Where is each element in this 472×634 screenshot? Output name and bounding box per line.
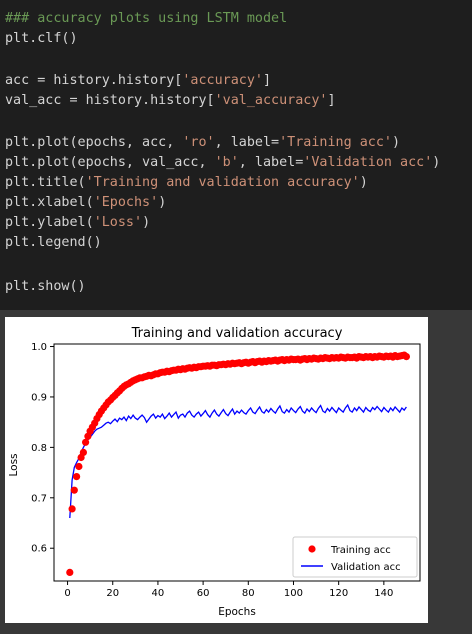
x-tick-label: 60 [197,588,210,599]
training-acc-point [402,353,410,361]
code-token: ) [359,175,368,190]
code-token: plt.plot(epochs, acc, [5,135,183,150]
code-string-token: 'Loss' [93,215,143,230]
plot-frame [53,343,421,582]
code-token: val_acc = history.history[ [5,93,215,108]
y-tick-label: 1.0 [31,342,47,353]
x-tick-label: 100 [284,588,303,599]
x-tick-label: 40 [152,588,165,599]
code-token: plt.legend() [5,235,102,250]
code-token: plt.show() [5,279,86,294]
code-line[interactable]: plt.title('Training and validation accur… [5,173,368,193]
chart-title: Training and validation accuracy [131,326,343,341]
code-token: plt.plot(epochs, val_acc, [5,155,215,170]
code-token: ) [158,195,167,210]
y-tick-label: 0.8 [31,443,47,454]
code-string-token: 'Epochs' [93,195,159,210]
training-acc-point [82,438,90,446]
y-axis-label: Loss [8,453,20,476]
x-tick-label: 20 [106,588,119,599]
code-token: plt.clf() [5,31,78,46]
code-string-token: 'Validation acc' [303,155,433,170]
legend-marker-training [308,545,316,553]
code-token: ) [432,155,441,170]
plot-area: 0 20 40 60 80 100 120 140 0.6 0.7 0.8 0.9 1.0 [31,342,421,599]
x-tick-label: 140 [374,588,393,599]
code-token: , label= [238,155,304,170]
code-cell[interactable]: ### accuracy plots using LSTM model plt.c… [0,0,472,310]
training-acc-point [73,473,81,481]
code-string-token: 'accuracy' [182,73,263,88]
plot-output: Training and validation accuracy 0 20 40 60… [5,317,428,623]
code-string-token: 'Training acc' [279,135,392,150]
chart-legend: Training acc Validation acc [292,536,418,578]
code-line[interactable]: plt.legend() [5,233,102,253]
legend-label-validation: Validation acc [331,562,401,573]
code-token: ] [327,93,336,108]
code-token: ) [392,135,401,150]
code-string-token: 'Training and validation accuracy' [85,175,360,190]
y-tick-label: 0.7 [31,493,47,504]
code-token: , label= [214,135,280,150]
code-line[interactable]: acc = history.history['accuracy'] [5,71,271,91]
x-tick-label: 120 [329,588,348,599]
training-acc-point [66,568,74,576]
code-token: plt.ylabel( [5,215,94,230]
series-line-validation-acc [69,403,407,519]
code-line[interactable]: plt.plot(epochs, val_acc, 'b', label='Va… [5,153,440,173]
code-line[interactable]: plt.clf() [5,29,78,49]
code-line[interactable]: val_acc = history.history['val_accuracy'… [5,91,336,111]
training-acc-point [75,462,83,471]
x-tick-label: 80 [242,588,255,599]
training-acc-point [79,448,87,456]
code-token: plt.xlabel( [5,195,94,210]
code-token: acc = history.history[ [5,73,183,88]
x-axis-label: Epochs [218,606,256,618]
training-acc-point [68,505,76,513]
code-token: plt.title( [5,175,86,190]
code-line[interactable]: plt.show() [5,277,86,297]
code-string-token: 'val_accuracy' [214,93,328,108]
code-comment-token: ### accuracy plots using LSTM model [5,11,288,26]
code-line[interactable]: ### accuracy plots using LSTM model [5,9,287,29]
y-tick-label: 0.9 [31,392,47,403]
code-token: ] [263,73,272,88]
legend-label-training: Training acc [330,545,391,556]
code-string-token: 'ro' [182,135,215,150]
code-string-token: 'b' [214,155,239,170]
training-acc-point [70,486,78,494]
y-tick-label: 0.6 [31,544,47,555]
legend-box [292,536,418,578]
code-line[interactable]: plt.xlabel('Epochs') [5,193,166,213]
x-tick-label: 0 [64,588,70,599]
accuracy-chart: Training and validation accuracy 0 20 40 60… [8,326,421,618]
code-token: ) [142,215,151,230]
code-line[interactable]: plt.ylabel('Loss') [5,213,150,233]
code-line[interactable]: plt.plot(epochs, acc, 'ro', label='Train… [5,133,400,153]
